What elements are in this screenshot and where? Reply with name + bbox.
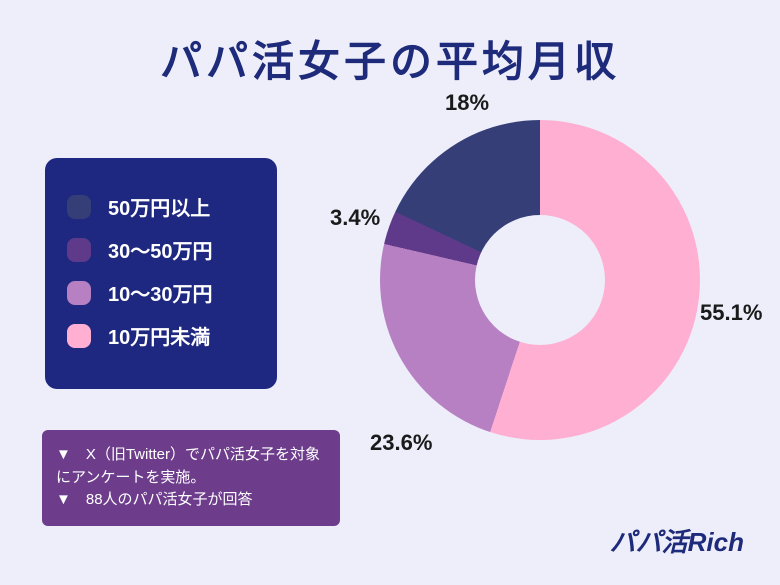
- legend-box: 50万円以上 30～50万円 10～30万円 10万円未満: [45, 158, 277, 389]
- legend-label: 10～30万円: [108, 278, 213, 307]
- legend-swatch-icon: [67, 195, 91, 219]
- note-line: ▼ 88人のパパ活女子が回答: [56, 489, 326, 512]
- legend-swatch-icon: [67, 324, 91, 348]
- brand-logo: パパ活Rich: [610, 522, 744, 559]
- legend-item: 50万円以上: [67, 192, 255, 221]
- slice-label: 55.1%: [700, 300, 762, 326]
- legend-label: 10万円未満: [108, 321, 210, 350]
- legend-item: 10～30万円: [67, 278, 255, 307]
- legend-item: 30～50万円: [67, 235, 255, 264]
- page-title: パパ活女子の平均月収: [0, 0, 780, 89]
- legend-label: 30～50万円: [108, 235, 213, 264]
- legend-swatch-icon: [67, 281, 91, 305]
- legend-item: 10万円未満: [67, 321, 255, 350]
- note-box: ▼ X（旧Twitter）でパパ活女子を対象にアンケートを実施。 ▼ 88人のパ…: [42, 430, 340, 526]
- donut-hole: [475, 215, 605, 345]
- slice-label: 3.4%: [330, 205, 380, 231]
- legend-swatch-icon: [67, 238, 91, 262]
- legend-label: 50万円以上: [108, 192, 210, 221]
- slice-label: 18%: [445, 90, 489, 116]
- donut-chart: [380, 120, 700, 440]
- note-line: ▼ X（旧Twitter）でパパ活女子を対象にアンケートを実施。: [56, 444, 326, 489]
- slice-label: 23.6%: [370, 430, 432, 456]
